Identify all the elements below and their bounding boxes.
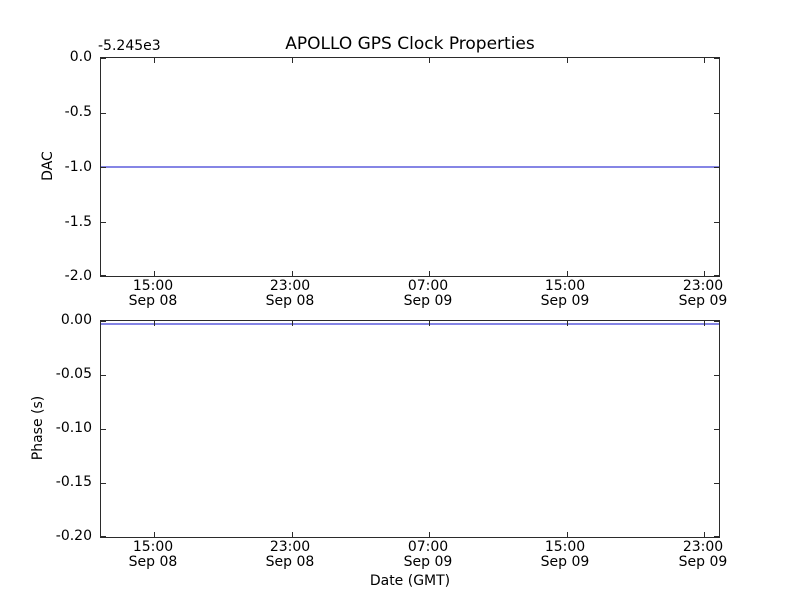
y-tick-mark <box>101 58 106 59</box>
x-tick-mark <box>704 271 705 276</box>
x-tick-mark <box>566 321 568 326</box>
phase-series-line <box>101 323 719 326</box>
x-tick-mark <box>566 58 568 63</box>
y-tick-mark <box>101 429 106 430</box>
y-tick-label: -0.10 <box>55 420 92 436</box>
y-tick-label: -2.0 <box>64 268 92 284</box>
y-tick-mark <box>714 321 719 322</box>
x-tick-mark <box>566 532 568 537</box>
x-tick-mark <box>429 58 430 63</box>
y-axis-offset-label: -5.245e3 <box>98 38 161 54</box>
y-tick-label: 0.00 <box>60 312 92 328</box>
y-tick-mark <box>101 321 106 322</box>
x-tick-mark <box>291 321 293 326</box>
y-tick-mark <box>714 536 719 537</box>
y-tick-mark <box>101 112 106 114</box>
y-tick-mark <box>714 275 719 276</box>
y-tick-mark <box>101 167 106 168</box>
y-tick-mark <box>101 221 106 223</box>
x-tick-label: 15:00 Sep 09 <box>540 278 590 309</box>
y-tick-label: -0.5 <box>64 104 92 120</box>
x-tick-mark <box>429 271 430 276</box>
x-tick-mark <box>704 321 705 326</box>
phase-plot-area <box>100 320 720 538</box>
y-tick-mark <box>101 536 106 537</box>
y-tick-label: -0.20 <box>55 528 92 544</box>
x-tick-mark <box>429 532 430 537</box>
x-tick-label: 15:00 Sep 09 <box>540 539 590 570</box>
x-tick-mark <box>154 532 155 537</box>
x-tick-mark <box>291 532 293 537</box>
x-tick-label: 07:00 Sep 09 <box>403 539 453 570</box>
y-tick-mark <box>714 375 719 376</box>
x-tick-label: 07:00 Sep 09 <box>403 278 453 309</box>
x-tick-mark <box>154 58 155 63</box>
x-tick-mark <box>704 58 705 63</box>
y-tick-mark <box>101 375 106 376</box>
y-tick-label: 0.0 <box>69 49 92 65</box>
phase-axis-label: Phase (s) <box>30 395 46 461</box>
y-tick-mark <box>714 58 719 59</box>
x-tick-label: 23:00 Sep 09 <box>678 278 728 309</box>
x-tick-label: 23:00 Sep 08 <box>265 278 315 309</box>
y-tick-mark <box>714 483 719 484</box>
x-tick-label: 23:00 Sep 09 <box>678 539 728 570</box>
y-tick-label: -0.15 <box>55 474 92 490</box>
y-tick-label: -1.5 <box>64 214 92 230</box>
y-tick-mark <box>714 429 719 430</box>
x-tick-mark <box>291 271 293 276</box>
x-tick-mark <box>291 58 293 63</box>
dac-axis-label: DAC <box>40 151 56 181</box>
x-tick-mark <box>154 321 155 326</box>
x-tick-mark <box>704 532 705 537</box>
x-tick-mark <box>154 271 155 276</box>
x-tick-label: 23:00 Sep 08 <box>265 539 315 570</box>
y-tick-mark <box>714 167 719 168</box>
y-tick-mark <box>714 112 719 114</box>
x-tick-mark <box>429 321 430 326</box>
x-tick-label: 15:00 Sep 08 <box>128 278 178 309</box>
date-axis-label: Date (GMT) <box>369 573 451 589</box>
x-tick-mark <box>566 271 568 276</box>
plot-title: APOLLO GPS Clock Properties <box>285 34 535 54</box>
y-tick-label: -1.0 <box>64 159 92 175</box>
y-tick-mark <box>101 275 106 276</box>
dac-series-line <box>101 166 719 168</box>
x-tick-label: 15:00 Sep 08 <box>128 539 178 570</box>
dac-plot-area <box>100 57 720 277</box>
y-tick-mark <box>101 483 106 484</box>
y-tick-mark <box>714 221 719 223</box>
y-tick-label: -0.05 <box>55 366 92 382</box>
